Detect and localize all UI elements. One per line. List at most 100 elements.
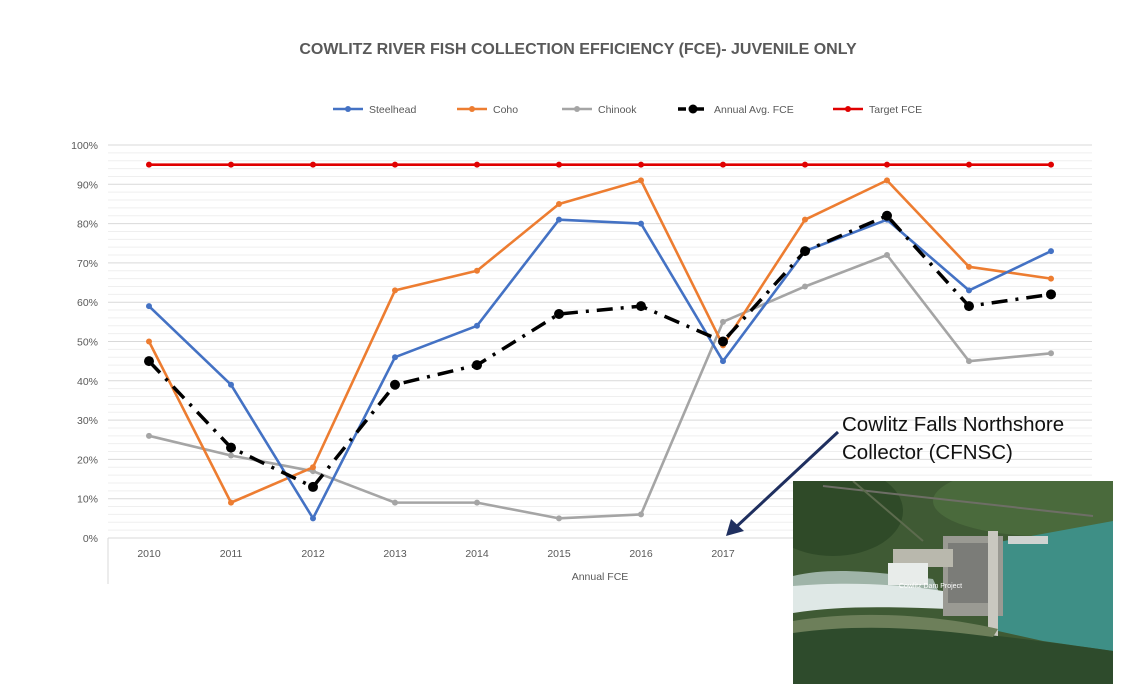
series-chinook bbox=[146, 252, 1054, 522]
data-point-steelhead bbox=[392, 354, 398, 361]
legend-label: Annual Avg. FCE bbox=[714, 104, 794, 116]
data-point-steelhead bbox=[228, 381, 234, 388]
callout-line-2: Collector (CFNSC) bbox=[842, 441, 1013, 464]
callout-arrow-head bbox=[726, 519, 744, 536]
data-point-annual_avg bbox=[226, 442, 236, 453]
legend-item-chinook: Chinook bbox=[562, 104, 637, 116]
x-axis: 2010 2011 2012 2013 2014 2015 2016 2017 bbox=[137, 548, 735, 560]
data-point-target bbox=[392, 161, 398, 168]
y-tick-label: 80% bbox=[77, 219, 98, 231]
y-tick-label: 20% bbox=[77, 454, 98, 466]
data-point-target bbox=[228, 161, 234, 168]
x-axis-title: Annual FCE bbox=[572, 571, 629, 583]
data-point-steelhead bbox=[310, 515, 316, 522]
data-point-chinook bbox=[884, 252, 890, 259]
y-tick-label: 30% bbox=[77, 415, 98, 427]
dam-aerial-image: Cowlitz Dam Project bbox=[793, 481, 1113, 684]
photo-caption: Cowlitz Dam Project bbox=[899, 583, 962, 590]
legend-item-target: Target FCE bbox=[833, 104, 922, 116]
callout-arrow bbox=[726, 430, 840, 536]
y-tick-label: 10% bbox=[77, 494, 98, 506]
data-point-target bbox=[638, 161, 644, 168]
series-line-chinook bbox=[148, 253, 1052, 520]
data-point-annual_avg bbox=[636, 301, 646, 312]
series-steelhead bbox=[146, 216, 1054, 522]
data-point-target bbox=[884, 161, 890, 168]
series-annual_avg bbox=[144, 210, 1056, 492]
legend-label: Coho bbox=[493, 104, 518, 116]
y-tick-label: 0% bbox=[83, 533, 98, 545]
data-point-coho bbox=[228, 499, 234, 506]
data-point-steelhead bbox=[720, 358, 726, 365]
series-lines bbox=[144, 161, 1056, 522]
cfnsc-callout: Cowlitz Falls Northshore Collector (CFNS… bbox=[842, 411, 1122, 467]
legend-label: Target FCE bbox=[869, 104, 922, 116]
data-point-coho bbox=[392, 287, 398, 294]
x-tick-label: 2017 bbox=[711, 548, 735, 560]
y-tick-label: 100% bbox=[71, 140, 98, 152]
series-line-coho bbox=[147, 179, 1052, 504]
data-point-annual_avg bbox=[800, 246, 810, 257]
legend-item-annual_avg: Annual Avg. FCE bbox=[678, 104, 794, 116]
data-point-coho bbox=[556, 200, 562, 207]
x-tick-label: 2016 bbox=[629, 548, 653, 560]
data-point-annual_avg bbox=[882, 210, 892, 221]
data-point-target bbox=[146, 161, 152, 168]
data-point-chinook bbox=[228, 452, 234, 459]
dam-aerial-photo: Cowlitz Dam Project bbox=[793, 481, 1113, 684]
data-point-annual_avg bbox=[554, 308, 564, 319]
data-point-target bbox=[720, 161, 726, 168]
data-point-chinook bbox=[474, 499, 480, 506]
data-point-steelhead bbox=[638, 220, 644, 227]
legend-item-steelhead: Steelhead bbox=[333, 104, 416, 116]
data-point-coho bbox=[802, 216, 808, 223]
legend-label: Steelhead bbox=[369, 104, 416, 116]
legend-marker bbox=[845, 106, 851, 112]
legend-label: Chinook bbox=[598, 104, 637, 116]
x-tick-label: 2011 bbox=[220, 548, 243, 560]
legend: Steelhead Coho Chinook Annual Avg. FCE Targe… bbox=[333, 104, 922, 116]
data-point-annual_avg bbox=[1046, 289, 1056, 300]
legend-marker bbox=[469, 106, 475, 112]
data-point-steelhead bbox=[146, 303, 152, 310]
data-point-steelhead bbox=[474, 322, 480, 329]
data-point-annual_avg bbox=[390, 379, 400, 390]
callout-arrow-shaft bbox=[733, 430, 840, 530]
x-tick-label: 2010 bbox=[137, 548, 161, 560]
data-point-target bbox=[474, 161, 480, 168]
data-point-annual_avg bbox=[308, 481, 318, 492]
chart-title: COWLITZ RIVER FISH COLLECTION EFFICIENCY… bbox=[299, 41, 857, 58]
y-tick-label: 60% bbox=[77, 297, 98, 309]
legend-marker bbox=[688, 104, 698, 114]
series-target bbox=[146, 161, 1054, 168]
y-tick-label: 40% bbox=[77, 376, 98, 388]
x-tick-label: 2012 bbox=[301, 548, 325, 560]
series-line-annual_avg bbox=[147, 213, 1052, 489]
legend-marker bbox=[345, 106, 351, 112]
data-point-target bbox=[802, 161, 808, 168]
data-point-target bbox=[556, 161, 562, 168]
y-tick-label: 50% bbox=[77, 337, 98, 349]
y-axis: 0% 10% 20% 30% 40% 50% 60% 70% 80% 90% 100% bbox=[71, 140, 98, 545]
data-point-chinook bbox=[802, 283, 808, 290]
x-tick-label: 2014 bbox=[465, 548, 489, 560]
data-point-annual_avg bbox=[964, 301, 974, 312]
legend-marker bbox=[574, 106, 580, 112]
data-point-target bbox=[1048, 161, 1054, 168]
legend-item-coho: Coho bbox=[457, 104, 518, 116]
data-point-chinook bbox=[638, 511, 644, 518]
data-point-coho bbox=[1048, 275, 1054, 282]
data-point-chinook bbox=[556, 515, 562, 522]
data-point-coho bbox=[638, 177, 644, 184]
x-tick-label: 2013 bbox=[383, 548, 407, 560]
data-point-chinook bbox=[966, 358, 972, 365]
data-point-target bbox=[310, 161, 316, 168]
data-point-annual_avg bbox=[472, 360, 482, 371]
data-point-coho bbox=[966, 263, 972, 270]
data-point-chinook bbox=[392, 499, 398, 506]
data-point-annual_avg bbox=[144, 356, 154, 367]
data-point-coho bbox=[310, 464, 316, 471]
data-point-coho bbox=[474, 267, 480, 274]
data-point-steelhead bbox=[966, 287, 972, 294]
